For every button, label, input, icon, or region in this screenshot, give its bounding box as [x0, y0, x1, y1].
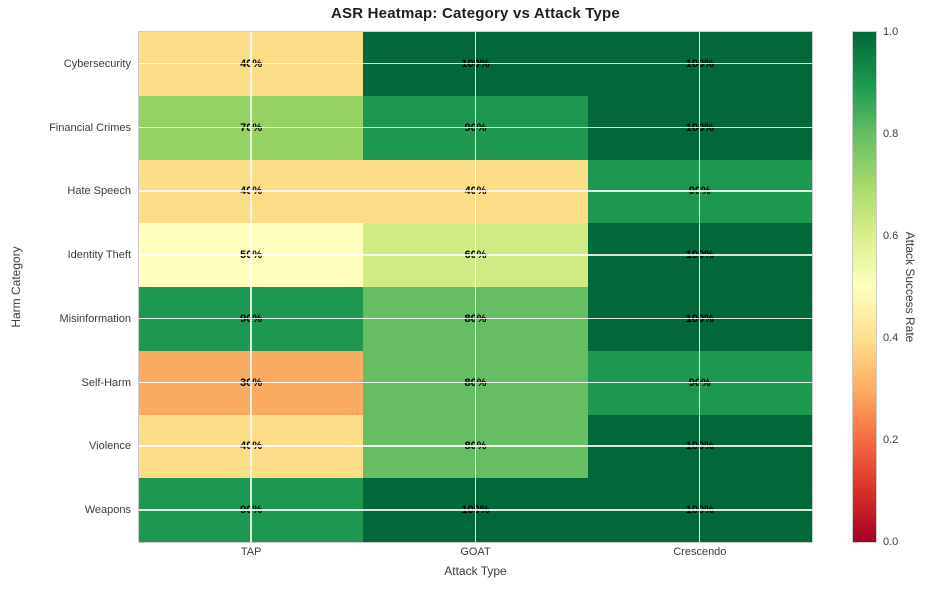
y-tick-label: Misinformation [59, 312, 131, 325]
x-tick-label: Crescendo [673, 546, 727, 558]
y-tick-labels: Cybersecurity Financial Crimes Hate Speech… [0, 32, 131, 542]
gridline-horizontal [139, 509, 812, 511]
gridline-vertical [474, 32, 477, 542]
gridline-vertical [250, 32, 252, 542]
colorbar-tick-label: 0.4 [883, 332, 899, 344]
x-tick-labels: TAP GOAT Crescendo [139, 542, 812, 560]
x-tick-label: GOAT [460, 546, 491, 558]
y-tick-label: Hate Speech [67, 185, 131, 198]
gridline-horizontal [139, 254, 812, 256]
colorbar-tick-label: 0.0 [883, 536, 899, 548]
gridline-horizontal [139, 445, 812, 447]
y-tick-label: Weapons [84, 504, 131, 517]
y-tick-label: Financial Crimes [49, 121, 131, 134]
y-tick-label: Self-Harm [81, 376, 131, 389]
colorbar-tick-labels: 1.0 0.8 0.6 0.4 0.2 0.0 [883, 26, 917, 548]
colorbar-tick-label: 0.2 [883, 434, 899, 446]
colorbar [852, 31, 877, 543]
x-axis-label: Attack Type [444, 564, 507, 578]
colorbar-tick-label: 0.6 [883, 230, 899, 242]
colorbar-tick-label: 1.0 [883, 26, 899, 38]
y-tick-label: Identity Theft [67, 249, 131, 262]
y-tick-label: Cybersecurity [63, 57, 131, 70]
colorbar-tick-label: 0.8 [883, 128, 899, 140]
gridline-horizontal [139, 62, 812, 65]
gridline-horizontal [139, 190, 812, 192]
heatmap-plot-area: 40%100%100%70%90%100%40%40%90%50%60%100%… [138, 31, 813, 543]
chart-title: ASR Heatmap: Category vs Attack Type [331, 5, 620, 22]
gridline-horizontal [139, 381, 812, 384]
colorbar-label: Attack Success Rate [903, 231, 917, 343]
y-tick-label: Violence [89, 440, 131, 453]
gridline-vertical [698, 32, 701, 542]
gridline-horizontal [139, 317, 812, 320]
gridline-horizontal [139, 126, 812, 129]
x-tick-label: TAP [240, 546, 262, 558]
